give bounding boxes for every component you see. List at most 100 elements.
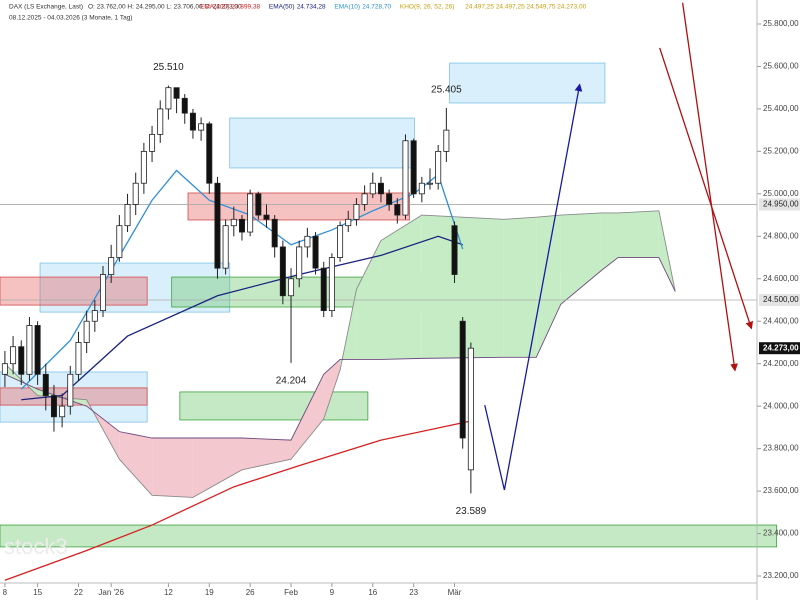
- candle-body: [100, 274, 107, 312]
- symbol: DAX (LS Exchange, Last): [9, 4, 83, 11]
- y-tick-label: 24.800,00: [763, 231, 799, 240]
- candle-body: [1, 363, 8, 375]
- candle-body: [238, 218, 245, 233]
- zone: [449, 62, 606, 104]
- candle-body: [279, 246, 286, 297]
- y-tick-label: 25.800,00: [763, 19, 799, 28]
- overlay: 25.510 25.405 24.204 23.589: [153, 2, 754, 517]
- candle-body: [222, 225, 229, 269]
- y-tick-label: 24.600,00: [763, 274, 799, 283]
- cloud-fill: [291, 374, 324, 460]
- y-tick-label: 23.400,00: [763, 529, 799, 538]
- candle-body: [394, 204, 401, 216]
- candle-body: [157, 108, 164, 135]
- cloud-fill: [152, 438, 193, 498]
- price-label-box: [759, 342, 800, 355]
- price-label: 24.500,00: [763, 295, 799, 304]
- legend-name: EMA(50): [269, 4, 295, 11]
- watermark: stock3: [4, 534, 68, 559]
- candle-body: [410, 140, 417, 195]
- candle-body: [10, 346, 17, 365]
- price-lines: [0, 0, 761, 600]
- candle-body: [116, 225, 123, 258]
- ema-line: [4, 420, 472, 581]
- zone: [0, 276, 148, 306]
- y-tick-label: 24.400,00: [763, 316, 799, 325]
- candle-body: [59, 405, 66, 418]
- candle-body: [467, 347, 474, 471]
- annotation: 24.204: [276, 375, 307, 386]
- zone: [187, 192, 410, 221]
- candle-body: [140, 150, 147, 184]
- y-tick-label: 23.600,00: [763, 486, 799, 495]
- price-label: 24.273,00: [763, 343, 799, 352]
- price-label: 24.950,00: [763, 200, 799, 209]
- zone: [0, 387, 148, 406]
- x-tick-label: 26: [246, 588, 255, 597]
- candle-body: [402, 140, 409, 216]
- y-tick-label: 25.400,00: [763, 104, 799, 113]
- candle-body: [361, 193, 368, 205]
- x-tick-label: 12: [164, 588, 173, 597]
- candle-body: [369, 182, 376, 195]
- cloud-fill: [421, 215, 504, 359]
- candle-body: [435, 150, 442, 184]
- candle-body: [312, 235, 319, 269]
- candle-body: [296, 246, 303, 280]
- x-tick-label: Jan '26: [98, 588, 124, 597]
- candle-body: [206, 123, 213, 184]
- annotation: 25.405: [431, 84, 462, 95]
- candle-body: [108, 257, 115, 275]
- annotation: 23.589: [456, 506, 487, 517]
- ohlc: O: 23.762,00 H: 24.295,00 L: 23.706,00 C…: [88, 4, 242, 11]
- y-tick-label: 25.000,00: [763, 189, 799, 198]
- cloud-line: [4, 210, 676, 498]
- cloud-fill: [618, 210, 659, 258]
- x-tick-label: 19: [205, 588, 214, 597]
- projection-arrow: [484, 83, 583, 491]
- candle-body: [427, 182, 434, 185]
- candle-body: [42, 373, 49, 396]
- cloud-fill: [536, 215, 561, 358]
- candle-body: [304, 235, 311, 248]
- zone: [0, 371, 148, 423]
- candle-body: [165, 87, 172, 110]
- cloud-fill: [192, 438, 242, 498]
- cloud-fill: [323, 359, 341, 419]
- legend-name: EMA(200): [200, 4, 229, 11]
- candle-body: [18, 346, 25, 375]
- candle-body: [459, 320, 466, 439]
- cloud-fill: [380, 215, 422, 360]
- candle-body: [75, 342, 82, 375]
- x-tick-label: 16: [368, 588, 377, 597]
- candle-body: [91, 310, 98, 322]
- legend-value: 23.899,38: [231, 4, 260, 11]
- candle-body: [255, 193, 262, 216]
- cloud-line: [4, 257, 676, 441]
- zone: [229, 117, 415, 169]
- candles: [1, 85, 474, 494]
- ichimoku-cloud: [4, 210, 676, 498]
- candle-body: [149, 133, 156, 152]
- legend-value: 24.734,28: [297, 4, 326, 11]
- candle-body: [50, 395, 57, 418]
- candle-body: [214, 182, 221, 269]
- y-tick-label: 23.200,00: [763, 571, 799, 580]
- price-label-box: [759, 294, 800, 306]
- candle-body: [230, 218, 237, 227]
- candle-body: [83, 320, 90, 343]
- y-tick-label: 24.200,00: [763, 359, 799, 368]
- candle-body: [247, 193, 254, 233]
- candle-body: [328, 257, 335, 312]
- candle-body: [34, 325, 41, 375]
- candle-body: [173, 87, 180, 99]
- candle-body: [288, 278, 295, 297]
- cloud-fill: [503, 217, 537, 358]
- legend-name: KHO(9, 26, 52, 26): [400, 4, 455, 11]
- candle-body: [132, 182, 139, 205]
- legend-value: 24.728,70: [362, 4, 391, 11]
- zone: [179, 391, 369, 421]
- x-tick-label: 23: [409, 588, 418, 597]
- x-tick-label: Feb: [284, 588, 298, 597]
